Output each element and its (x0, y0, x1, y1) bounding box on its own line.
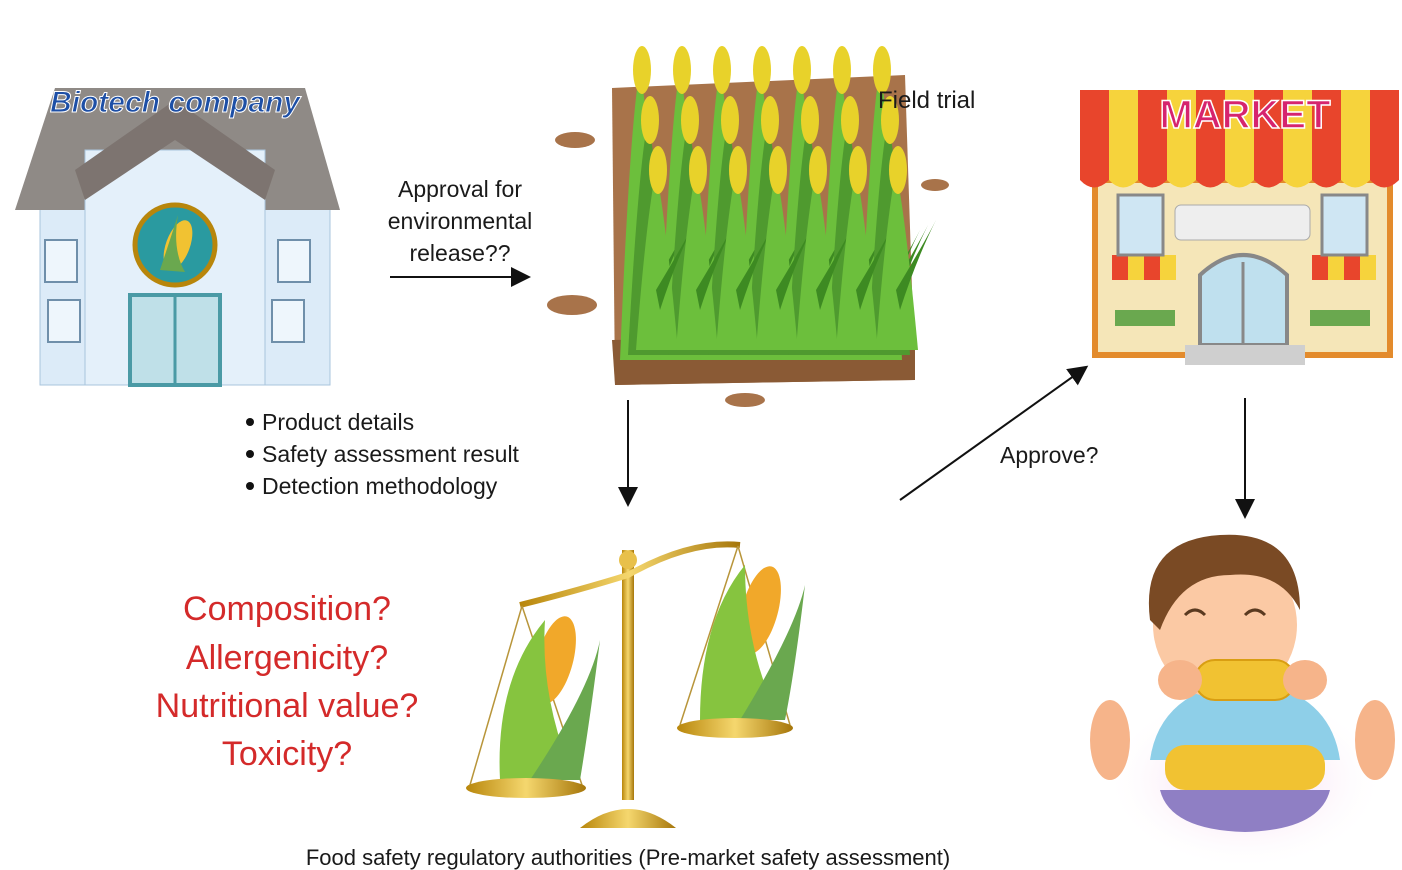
bullet (246, 418, 254, 426)
balance-scale (466, 544, 805, 828)
corn-ear (713, 46, 731, 94)
submission-item: Product details (262, 409, 414, 435)
assessment-question: Nutritional value? (156, 687, 419, 725)
bullet (246, 482, 254, 490)
corn-ear (793, 46, 811, 94)
awning-stripe (1144, 255, 1160, 280)
corn-ear (641, 96, 659, 144)
awning-stripe (1328, 255, 1344, 280)
assessment-question: Toxicity? (222, 735, 352, 773)
awning-stripe (1080, 90, 1109, 188)
corn-ear (649, 146, 667, 194)
authority-caption: Food safety regulatory authorities (Pre-… (306, 845, 950, 870)
edge-label: environmental (388, 208, 532, 234)
awning-stripe (1370, 90, 1399, 188)
awning-stripe (1109, 90, 1138, 188)
corn-ear (721, 96, 739, 144)
edge-label: Approval for (398, 176, 522, 202)
corn-ear (729, 146, 747, 194)
awning-stripe (1344, 255, 1360, 280)
corn-ear (633, 46, 651, 94)
corn-ear (841, 96, 859, 144)
corn-ear (673, 46, 691, 94)
corn-ear (761, 96, 779, 144)
awning-stripe (1341, 90, 1370, 188)
awning-stripe (1312, 255, 1328, 280)
corn-ear (849, 146, 867, 194)
bullet (246, 450, 254, 458)
company-building (15, 88, 340, 385)
assessment-question: Allergenicity? (186, 639, 388, 677)
edge-label: Approve? (1000, 442, 1098, 468)
company-label: Biotech company (50, 86, 301, 119)
corn-ear (753, 46, 771, 94)
field-trial-label: Field trial (878, 87, 975, 114)
awning-stripe (1160, 255, 1176, 280)
corn-ear (833, 46, 851, 94)
corn-ear (689, 146, 707, 194)
awning-stripe (1128, 255, 1144, 280)
consumer (1090, 535, 1395, 870)
awning-stripe (1360, 255, 1376, 280)
page: Biotech company Field trial MARKET Appro… (0, 0, 1402, 870)
corn-ear (769, 146, 787, 194)
corn-ear (801, 96, 819, 144)
submission-item: Safety assessment result (262, 441, 520, 467)
corn-ear (889, 146, 907, 194)
corn-ear (681, 96, 699, 144)
awning-stripe (1112, 255, 1128, 280)
diagram: Biotech company Field trial MARKET Appro… (0, 0, 1402, 870)
edge-label: release?? (409, 240, 510, 266)
corn-ear (809, 146, 827, 194)
market-label: MARKET (1159, 93, 1330, 137)
submission-item: Detection methodology (262, 473, 498, 499)
assessment-question: Composition? (183, 590, 391, 628)
arrow (900, 368, 1085, 500)
